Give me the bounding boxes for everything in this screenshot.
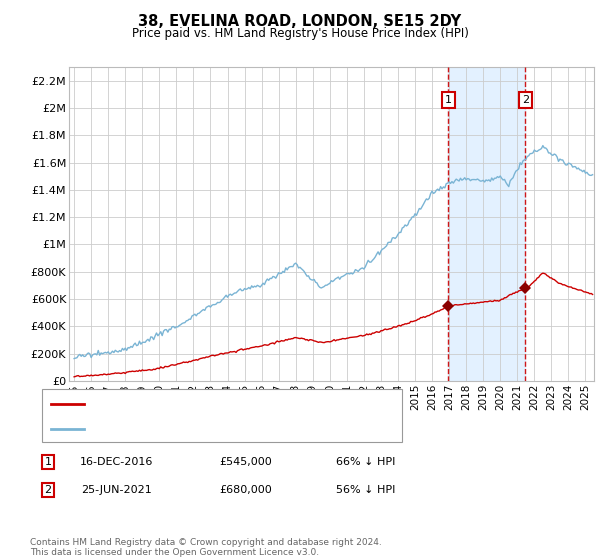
Text: 38, EVELINA ROAD, LONDON, SE15 2DY: 38, EVELINA ROAD, LONDON, SE15 2DY: [139, 14, 461, 29]
Text: HPI: Average price, detached house, Southwark: HPI: Average price, detached house, Sout…: [90, 424, 338, 434]
Text: 56% ↓ HPI: 56% ↓ HPI: [337, 485, 395, 495]
Text: 1: 1: [445, 95, 452, 105]
Text: 2: 2: [44, 485, 52, 495]
Text: £680,000: £680,000: [220, 485, 272, 495]
Text: 25-JUN-2021: 25-JUN-2021: [82, 485, 152, 495]
Text: 66% ↓ HPI: 66% ↓ HPI: [337, 457, 395, 467]
Bar: [448, 67, 526, 381]
Text: 2: 2: [522, 95, 529, 105]
Text: Price paid vs. HM Land Registry's House Price Index (HPI): Price paid vs. HM Land Registry's House …: [131, 27, 469, 40]
Text: 38, EVELINA ROAD, LONDON, SE15 2DY (detached house): 38, EVELINA ROAD, LONDON, SE15 2DY (deta…: [90, 399, 391, 409]
Text: 1: 1: [44, 457, 52, 467]
Text: 16-DEC-2016: 16-DEC-2016: [80, 457, 154, 467]
Text: Contains HM Land Registry data © Crown copyright and database right 2024.
This d: Contains HM Land Registry data © Crown c…: [30, 538, 382, 557]
Text: £545,000: £545,000: [220, 457, 272, 467]
